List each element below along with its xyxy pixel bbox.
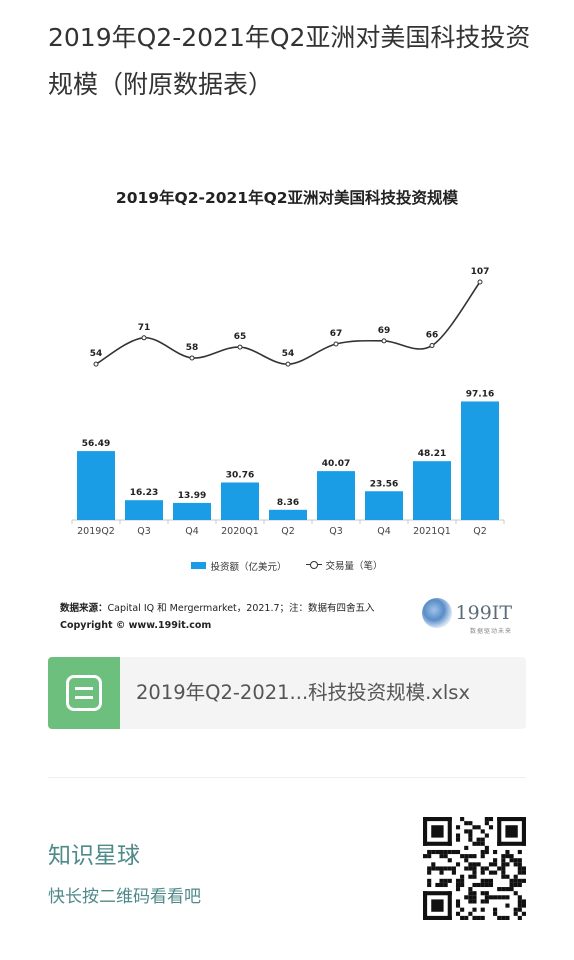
file-name: 2019年Q2-2021...科技投资规模.xlsx <box>136 681 470 704</box>
logo-globe-icon <box>421 598 452 628</box>
qr-code-icon[interactable] <box>423 817 526 920</box>
deals-point-4 <box>285 361 291 367</box>
legend-label-investment: 投资额（亿美元） <box>210 561 287 573</box>
logo-subtitle: 数据驱动未来 <box>469 628 512 635</box>
bar-3 <box>221 482 259 520</box>
chart-title: 2019年Q2-2021年Q2亚洲对美国科技投资规模 <box>115 189 459 207</box>
bar-value-label: 40.07 <box>322 459 350 469</box>
bar-value-label: 23.56 <box>370 479 398 489</box>
x-tick-label: Q3 <box>137 526 151 537</box>
source-label: 数据来源： <box>60 603 108 614</box>
bar-value-label: 13.99 <box>178 491 206 501</box>
deals-point-6 <box>381 338 387 344</box>
spreadsheet-icon <box>48 657 120 729</box>
deals-point-5 <box>333 341 339 347</box>
file-attachment-card[interactable]: 2019年Q2-2021...科技投资规模.xlsx <box>48 657 526 729</box>
deals-point-7 <box>429 343 435 349</box>
knowledge-planet-title: 知识星球 <box>48 843 140 869</box>
legend-item-investment: 投资额（亿美元） <box>191 559 286 573</box>
x-tick-label: Q2 <box>473 526 487 537</box>
legend-label-deals: 交易量（笔） <box>325 561 383 572</box>
bar-value-label: 56.49 <box>82 439 110 449</box>
bar-7 <box>413 461 451 520</box>
bar-value-label: 16.23 <box>130 488 158 498</box>
section-divider <box>48 777 526 778</box>
bar-value-label: 48.21 <box>418 449 446 459</box>
knowledge-planet-subtitle: 快长按二维码看看吧 <box>48 887 201 907</box>
deals-value-label: 58 <box>186 343 199 353</box>
deals-value-label: 71 <box>138 323 151 333</box>
deals-point-3 <box>237 344 243 350</box>
copyright-text: Copyright © www.199it.com <box>60 620 212 631</box>
spreadsheet-icon-glyph <box>66 675 102 711</box>
deals-point-0 <box>93 361 99 367</box>
bar-value-label: 30.76 <box>226 470 254 480</box>
logo: 199IT 数据驱动未来 <box>421 598 512 635</box>
bar-1 <box>125 500 163 520</box>
x-tick-label: Q2 <box>281 526 295 537</box>
legend-line-swatch <box>305 561 322 569</box>
chart-legend: 投资额（亿美元） 交易量（笔） <box>48 558 526 573</box>
page-title: 2019年Q2-2021年Q2亚洲对美国科技投资规模（附原数据表） <box>48 23 531 99</box>
bar-value-label: 8.36 <box>277 498 299 508</box>
deals-value-label: 65 <box>234 332 247 342</box>
bar-value-label: 97.16 <box>466 389 494 399</box>
bar-4 <box>269 509 307 520</box>
bar-8 <box>461 401 499 520</box>
logo-text: 199IT <box>455 602 512 624</box>
combo-chart: 56.49 2019Q2 16.23 Q3 13.99 Q4 30.76 2020Q1 8.36… <box>71 267 505 537</box>
deals-value-label: 54 <box>282 349 295 359</box>
chart-image: 2019年Q2-2021年Q2亚洲对美国科技投资规模 56.49 2019Q2 16… <box>48 172 526 640</box>
deals-value-label: 54 <box>90 349 103 359</box>
x-tick-label: 2021Q1 <box>413 526 451 537</box>
x-tick-label: Q4 <box>185 526 199 537</box>
x-tick-label: Q3 <box>329 526 343 537</box>
x-tick-label: Q4 <box>377 526 391 537</box>
bar-6 <box>365 491 403 520</box>
deals-value-label: 67 <box>330 329 343 339</box>
chart-source: 数据来源：Capital IQ 和 Mergermarket，2021.7；注：… <box>60 600 375 634</box>
bar-0 <box>77 451 115 520</box>
deals-value-label: 107 <box>471 267 490 277</box>
bar-2 <box>173 502 211 520</box>
legend-bar-swatch <box>191 562 207 569</box>
deals-value-label: 66 <box>426 331 439 341</box>
deals-point-2 <box>189 355 195 361</box>
x-tick-label: 2019Q2 <box>77 526 115 537</box>
deals-point-8 <box>477 279 483 285</box>
source-text: Capital IQ 和 Mergermarket，2021.7；注：数据有四舍… <box>107 603 375 614</box>
legend-item-deals: 交易量（笔） <box>305 558 383 572</box>
deals-value-label: 69 <box>378 326 391 336</box>
bar-5 <box>317 471 355 520</box>
x-tick-label: 2020Q1 <box>221 526 259 537</box>
deals-point-1 <box>141 335 147 341</box>
